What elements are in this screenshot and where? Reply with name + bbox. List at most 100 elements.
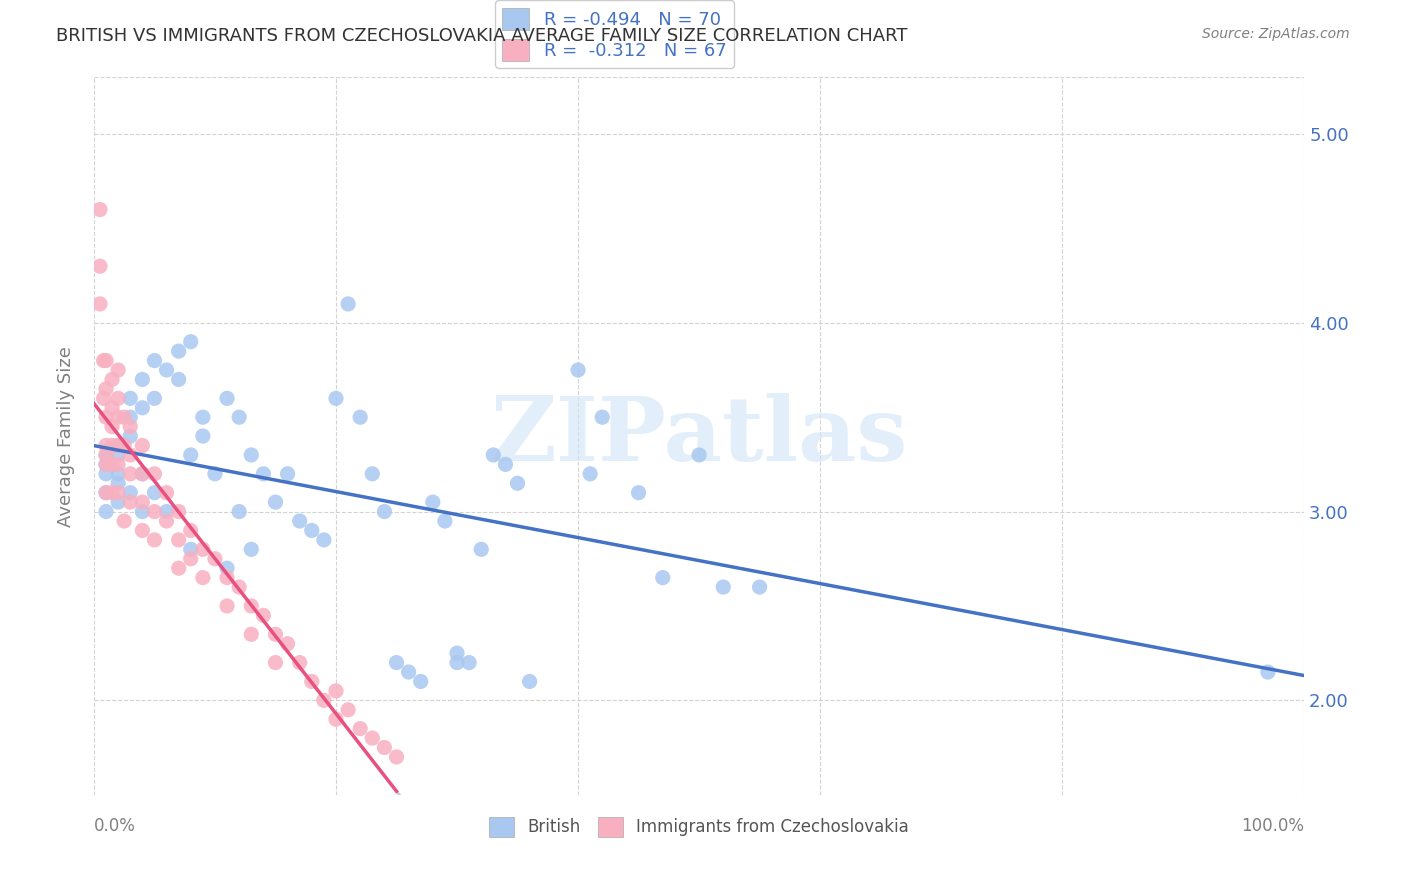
Text: ZIPatlas: ZIPatlas <box>491 392 908 480</box>
Point <box>482 448 505 462</box>
Point <box>101 401 124 415</box>
Point <box>120 467 142 481</box>
Point <box>240 542 263 557</box>
Point <box>373 505 395 519</box>
Point <box>312 533 335 547</box>
Point <box>94 458 117 472</box>
Point <box>94 448 117 462</box>
Point <box>143 353 166 368</box>
Point <box>312 693 335 707</box>
Point <box>191 429 214 443</box>
Point <box>107 485 129 500</box>
Text: BRITISH VS IMMIGRANTS FROM CZECHOSLOVAKIA AVERAGE FAMILY SIZE CORRELATION CHART: BRITISH VS IMMIGRANTS FROM CZECHOSLOVAKI… <box>56 27 908 45</box>
Point <box>373 740 395 755</box>
Point <box>131 524 153 538</box>
Point <box>120 485 142 500</box>
Point <box>277 637 299 651</box>
Point <box>94 438 117 452</box>
Point <box>94 458 117 472</box>
Point <box>337 703 360 717</box>
Point <box>131 467 153 481</box>
Point <box>107 438 129 452</box>
Point <box>215 571 238 585</box>
Point <box>349 410 371 425</box>
Point <box>167 505 190 519</box>
Point <box>131 495 153 509</box>
Point <box>131 372 153 386</box>
Point <box>143 505 166 519</box>
Point <box>131 505 153 519</box>
Point <box>579 467 602 481</box>
Point <box>1257 665 1279 679</box>
Point <box>409 674 432 689</box>
Point <box>167 561 190 575</box>
Point <box>107 448 129 462</box>
Point <box>337 297 360 311</box>
Point <box>180 542 202 557</box>
Point <box>627 485 650 500</box>
Point <box>131 467 153 481</box>
Point <box>155 485 177 500</box>
Point <box>155 514 177 528</box>
Point <box>112 438 135 452</box>
Point <box>101 485 124 500</box>
Point <box>94 485 117 500</box>
Point <box>167 344 190 359</box>
Point <box>215 392 238 406</box>
Point <box>180 551 202 566</box>
Legend: British, Immigrants from Czechoslovakia: British, Immigrants from Czechoslovakia <box>482 810 915 844</box>
Point <box>131 401 153 415</box>
Point <box>191 571 214 585</box>
Point <box>107 495 129 509</box>
Point <box>288 656 311 670</box>
Point <box>93 392 115 406</box>
Point <box>94 353 117 368</box>
Point <box>155 363 177 377</box>
Point <box>191 410 214 425</box>
Point <box>240 448 263 462</box>
Point <box>107 467 129 481</box>
Point <box>277 467 299 481</box>
Point <box>252 467 274 481</box>
Point <box>228 505 250 519</box>
Point <box>94 485 117 500</box>
Point <box>94 505 117 519</box>
Point <box>519 674 541 689</box>
Point <box>567 363 589 377</box>
Point <box>398 665 420 679</box>
Point <box>101 372 124 386</box>
Point <box>361 731 384 745</box>
Point <box>107 410 129 425</box>
Point <box>422 495 444 509</box>
Point <box>89 259 111 273</box>
Point <box>89 297 111 311</box>
Point <box>446 646 468 660</box>
Point <box>215 599 238 613</box>
Point <box>167 533 190 547</box>
Point <box>325 712 347 726</box>
Point <box>748 580 770 594</box>
Point <box>688 448 710 462</box>
Point <box>143 392 166 406</box>
Point <box>228 410 250 425</box>
Point <box>349 722 371 736</box>
Point <box>120 392 142 406</box>
Point <box>180 524 202 538</box>
Point <box>101 438 124 452</box>
Point <box>120 410 142 425</box>
Point <box>107 458 129 472</box>
Point <box>180 448 202 462</box>
Y-axis label: Average Family Size: Average Family Size <box>58 345 75 526</box>
Point <box>228 580 250 594</box>
Point <box>301 524 323 538</box>
Point <box>325 392 347 406</box>
Point <box>143 467 166 481</box>
Point <box>107 392 129 406</box>
Point <box>494 458 516 472</box>
Point <box>107 476 129 491</box>
Point <box>155 505 177 519</box>
Point <box>385 750 408 764</box>
Point <box>94 410 117 425</box>
Point <box>651 571 673 585</box>
Point <box>101 458 124 472</box>
